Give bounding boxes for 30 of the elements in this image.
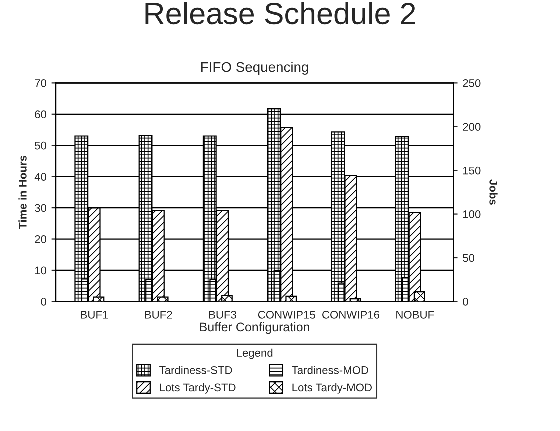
y-tick-label: 30 — [35, 204, 47, 212]
y-tick-label: 10 — [35, 266, 47, 275]
x-tick-label: CONWIP15 — [258, 311, 316, 319]
y-tick-label: 70 — [35, 79, 47, 88]
y-tick-label: 40 — [34, 173, 47, 181]
x-tick-label: NOBUF — [396, 311, 434, 319]
chart-subtitle: FIFO Sequencing — [202, 62, 308, 75]
legend-title: Legend — [237, 348, 273, 360]
chart-title: Release Schedule 2 — [146, 2, 416, 25]
x-tick-label: BUF3 — [209, 311, 236, 319]
y-tick-label: 0 — [41, 298, 47, 306]
legend-label: Lots Tardy-MOD — [292, 383, 372, 394]
y-tick-label: 20 — [35, 236, 47, 244]
x-tick-label: BUF1 — [81, 311, 108, 319]
y2-tick-label: 0 — [463, 298, 468, 306]
y-tick-label: 50 — [35, 142, 47, 150]
y2-tick-label: 50 — [463, 254, 475, 262]
y2-tick-label: 150 — [463, 166, 481, 175]
x-tick-label: CONWIP16 — [322, 311, 380, 319]
y2-axis-title: Jobs — [490, 180, 498, 205]
x-axis-title: Buffer Configuration — [200, 322, 310, 334]
y-axis-title: Time in Hours — [18, 156, 27, 230]
legend-label: Lots Tardy-STD — [160, 383, 236, 394]
y2-tick-label: 100 — [463, 210, 481, 218]
y2-tick-label: 250 — [463, 79, 481, 88]
legend-label: Tardiness-MOD — [292, 366, 368, 374]
legend-label: Tardiness-STD — [160, 366, 232, 374]
y2-tick-label: 200 — [463, 123, 481, 132]
y-tick-label: 60 — [35, 110, 47, 119]
x-tick-label: BUF2 — [145, 311, 172, 319]
